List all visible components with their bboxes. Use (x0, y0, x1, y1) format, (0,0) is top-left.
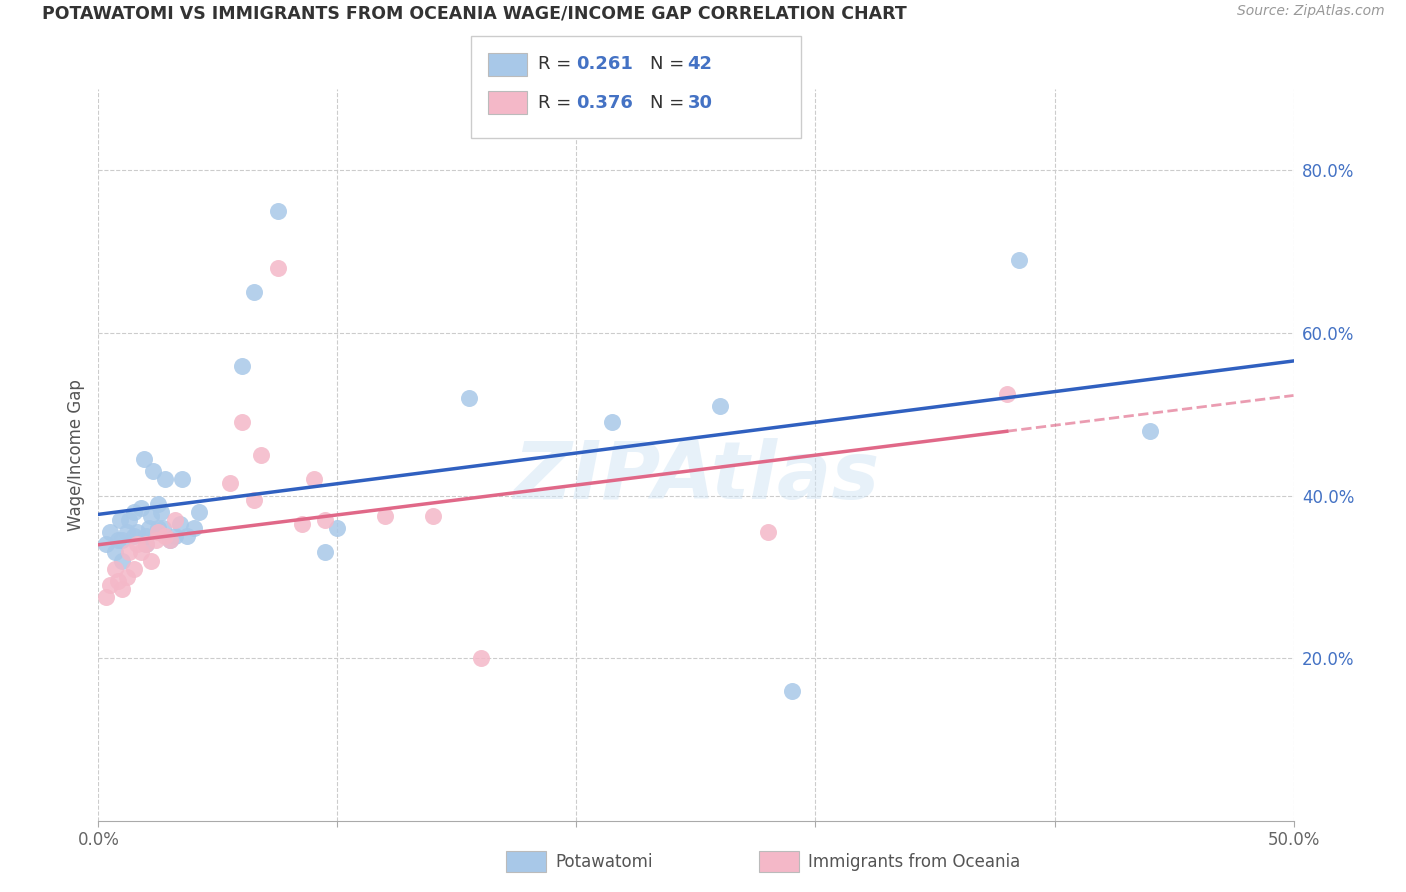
Text: ZIPAtlas: ZIPAtlas (513, 438, 879, 516)
Point (149, 505, 172, 519)
Point (231, 359, 253, 373)
Point (159, 533, 181, 548)
Point (135, 529, 157, 543)
Text: 42: 42 (688, 55, 713, 73)
Point (104, 545, 127, 559)
Point (107, 533, 129, 548)
Text: Potawatomi: Potawatomi (555, 853, 652, 871)
Point (125, 537, 148, 551)
Point (94, 590, 117, 604)
Point (231, 416, 253, 430)
Point (1007, 252, 1029, 267)
Point (243, 285, 266, 300)
Point (115, 525, 138, 540)
Text: POTAWATOMI VS IMMIGRANTS FROM OCEANIA WAGE/INCOME GAP CORRELATION CHART: POTAWATOMI VS IMMIGRANTS FROM OCEANIA WA… (42, 4, 907, 22)
Text: 0.376: 0.376 (576, 94, 633, 112)
Point (602, 416, 624, 430)
Text: 30: 30 (688, 94, 713, 112)
Point (709, 399, 731, 413)
Point (163, 529, 186, 543)
Point (131, 500, 153, 515)
Point (138, 521, 160, 535)
Point (374, 508, 396, 523)
Point (422, 508, 444, 523)
Point (115, 570, 138, 584)
Point (155, 472, 177, 486)
Point (302, 472, 325, 486)
Point (124, 562, 146, 576)
Point (131, 545, 153, 559)
Point (291, 516, 314, 531)
Point (98, 525, 122, 540)
Point (152, 521, 174, 535)
Point (108, 513, 131, 527)
Point (148, 525, 170, 540)
Point (995, 387, 1018, 401)
Text: 0.261: 0.261 (576, 55, 633, 73)
Point (148, 497, 170, 511)
Point (267, 204, 290, 219)
Point (125, 525, 148, 540)
Point (470, 651, 492, 665)
Point (756, 525, 779, 540)
Point (315, 513, 337, 527)
Point (107, 574, 129, 588)
Point (135, 537, 157, 551)
Point (267, 260, 290, 275)
Point (1139, 424, 1161, 438)
Point (118, 545, 141, 559)
Point (326, 521, 349, 535)
Point (111, 533, 134, 548)
Point (219, 476, 242, 491)
Text: N =: N = (650, 55, 689, 73)
Y-axis label: Wage/Income Gap: Wage/Income Gap (66, 379, 84, 531)
Point (155, 529, 177, 543)
Point (124, 505, 146, 519)
Text: R =: R = (538, 55, 578, 73)
Point (159, 533, 181, 548)
Point (142, 464, 165, 478)
Point (187, 505, 209, 519)
Text: R =: R = (538, 94, 578, 112)
Point (118, 513, 141, 527)
Point (94, 537, 117, 551)
Point (111, 582, 134, 596)
Text: Source: ZipAtlas.com: Source: ZipAtlas.com (1237, 4, 1385, 19)
Point (315, 545, 337, 559)
Point (98, 578, 122, 592)
Point (111, 553, 134, 567)
Point (250, 448, 273, 462)
Point (458, 391, 481, 405)
Point (780, 683, 803, 698)
Point (135, 537, 157, 551)
Text: Immigrants from Oceania: Immigrants from Oceania (808, 853, 1021, 871)
Text: N =: N = (650, 94, 689, 112)
Point (169, 516, 191, 531)
Point (243, 492, 266, 507)
Point (148, 521, 170, 535)
Point (163, 513, 186, 527)
Point (145, 533, 167, 548)
Point (172, 472, 194, 486)
Point (104, 562, 127, 576)
Point (124, 529, 146, 543)
Point (139, 508, 162, 523)
Point (132, 452, 155, 467)
Point (176, 529, 198, 543)
Point (183, 521, 205, 535)
Point (139, 553, 162, 567)
